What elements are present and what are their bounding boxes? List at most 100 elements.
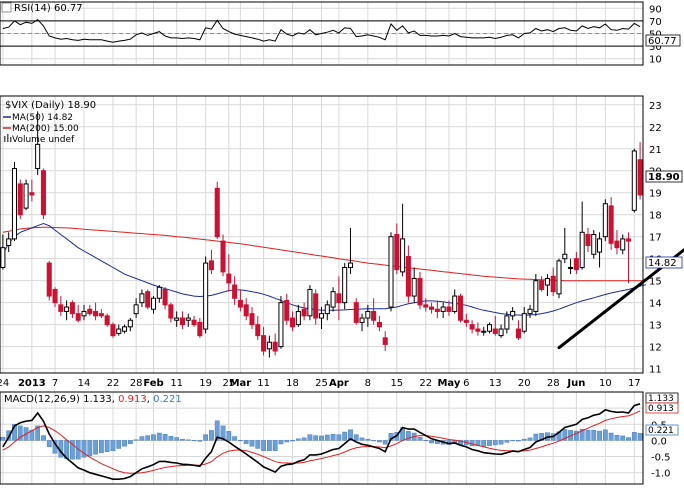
macd-hist-bar	[631, 432, 637, 441]
macd-hist-bar	[284, 440, 290, 443]
macd-hist-bar	[475, 440, 481, 447]
x-tick-label: 10	[599, 378, 612, 389]
candle	[162, 287, 168, 310]
candle	[376, 315, 382, 332]
macd-hist-bar	[602, 429, 608, 441]
macd-hist-bar	[365, 438, 371, 441]
candle	[544, 274, 550, 297]
candle	[168, 302, 174, 323]
candle	[98, 309, 104, 319]
candle	[243, 298, 249, 321]
x-tick-label: Jun	[566, 378, 585, 389]
candle	[93, 302, 99, 321]
candle	[562, 227, 568, 264]
macd-hist-bar	[330, 434, 336, 441]
x-tick-label: 15	[390, 378, 403, 389]
candle	[469, 320, 475, 334]
macd-hist-bar	[191, 440, 197, 442]
price-tick-label: 11	[649, 365, 662, 376]
macd-hist-bar	[232, 436, 237, 441]
candle	[11, 161, 18, 242]
candle	[539, 276, 545, 292]
candle	[585, 227, 591, 253]
macd-hist-bar	[585, 429, 591, 441]
x-tick-label: 6	[463, 378, 469, 389]
candle	[347, 227, 353, 275]
ma50-legend-text: MA(50) 14.82	[12, 113, 73, 123]
macd-hist-bar	[87, 440, 93, 457]
rsi-level-lines	[0, 20, 643, 47]
macd-hist-bar	[614, 435, 620, 441]
rsi-label-text: RSI(14) 60.77	[14, 3, 83, 14]
trendline	[557, 247, 684, 350]
macd-hist-bar	[597, 430, 602, 441]
x-tick-label: 11	[257, 378, 270, 389]
macd-badge-hist: 0.221	[648, 426, 674, 436]
price-badge: 18.90	[645, 170, 683, 183]
candle	[353, 298, 359, 325]
candle	[23, 179, 29, 211]
price-badge-text: 18.90	[648, 172, 680, 183]
x-tick-label: 14	[78, 378, 91, 389]
candle	[191, 315, 197, 327]
candle	[272, 333, 278, 356]
macd-hist-bar	[75, 440, 81, 460]
candle	[318, 307, 325, 330]
candle	[411, 267, 417, 303]
candle	[371, 298, 377, 325]
macd-hist-bar	[382, 440, 388, 445]
macd-hist-bar	[180, 438, 185, 441]
macd-hist-bar	[70, 440, 75, 460]
price-tick-label: 13	[649, 321, 662, 332]
candle	[452, 289, 458, 314]
macd-hist-bar	[336, 434, 342, 441]
macd-panel: 1.00.50.0-0.5-1.0 MACD(12,26,9) 1.133, 0…	[0, 391, 679, 485]
macd-hist-bar	[492, 440, 498, 446]
candle	[527, 304, 533, 319]
macd-hist-bar	[371, 440, 377, 442]
price-tick-label: 22	[649, 123, 662, 134]
candle	[179, 311, 186, 330]
candle	[122, 324, 128, 334]
macd-badges: 1.133 0.913 0.221	[645, 392, 679, 436]
macd-hist-bar	[429, 440, 434, 444]
candle	[197, 318, 203, 338]
candle	[301, 302, 307, 321]
candle	[145, 289, 151, 310]
price-panel: 23222120191817161514131211 $VIX (Daily) …	[0, 95, 684, 376]
candle	[261, 326, 267, 356]
candle	[237, 289, 243, 312]
macd-hist-bar	[110, 440, 116, 451]
macd-hist-bar	[99, 440, 104, 453]
x-tick-label: 7	[52, 378, 58, 389]
candle	[174, 311, 180, 327]
macd-hist-bar	[377, 440, 382, 443]
candle	[486, 322, 493, 334]
candle	[423, 298, 429, 312]
candle	[498, 324, 504, 338]
x-tick-label: Mar	[230, 378, 252, 389]
ma50-line	[2, 222, 647, 316]
candle	[637, 142, 643, 200]
rsi-label: RSI(14) 60.77	[1, 2, 83, 14]
macd-tick-label: 0.0	[651, 436, 667, 447]
candle	[249, 307, 255, 330]
candle	[492, 315, 498, 336]
candle	[504, 311, 510, 334]
macd-hist-bar	[487, 440, 492, 446]
macd-hist-bar	[608, 432, 614, 441]
macd-hist-bar	[319, 435, 324, 441]
macd-hist-bar	[359, 437, 365, 441]
x-tick-label: 17	[628, 378, 641, 389]
macd-hist-bar	[353, 434, 359, 441]
price-tick-label: 14	[649, 299, 662, 310]
candle	[614, 230, 620, 255]
macd-hist-bar	[185, 439, 191, 441]
candle	[313, 289, 319, 325]
macd-hist-bar	[249, 440, 255, 447]
candle	[0, 234, 6, 270]
candle	[255, 315, 261, 341]
macd-hist-bar	[579, 428, 585, 441]
x-axis: 2420137142228Feb111925Mar111825Apr81522M…	[0, 372, 643, 389]
